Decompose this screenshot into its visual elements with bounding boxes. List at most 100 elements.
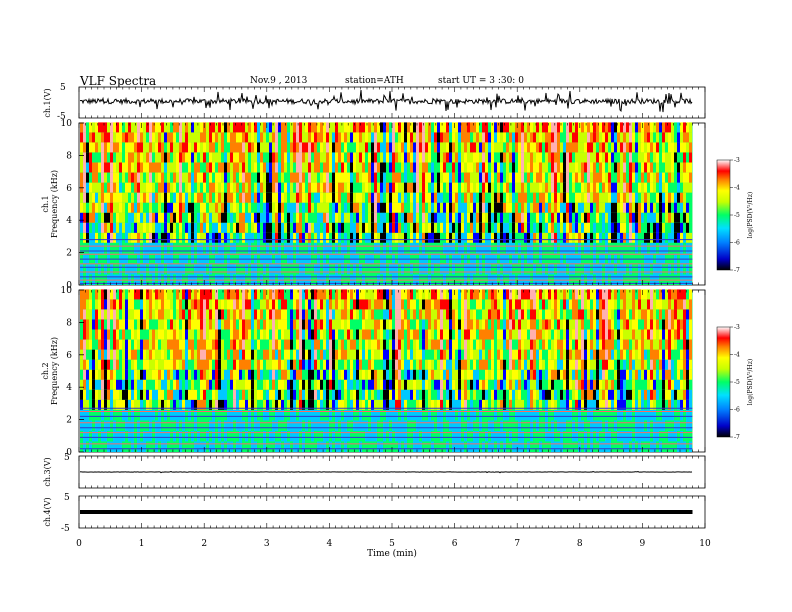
spectrogram-cell	[428, 263, 431, 275]
spectrogram-cell	[296, 192, 299, 203]
spectrogram-cell	[431, 172, 434, 183]
spectrogram-cell	[110, 369, 113, 380]
spectrogram-cell	[374, 420, 377, 431]
spectrogram-cell	[407, 232, 410, 243]
spectrogram-cell	[248, 122, 251, 133]
spectrogram-cell	[326, 122, 329, 133]
spectrogram-cell	[176, 319, 179, 330]
spectrogram-cell	[545, 263, 548, 275]
spectrogram-cell	[311, 339, 314, 350]
spectrogram-cell	[80, 389, 83, 400]
spectrogram-cell	[104, 329, 107, 340]
spectrogram-cell	[458, 122, 461, 133]
spectrogram-cell	[380, 152, 383, 163]
spectrogram-cell	[347, 359, 350, 370]
spectrogram-cell	[233, 441, 236, 452]
spectrogram-cell	[194, 349, 197, 360]
spectrogram-cell	[446, 222, 449, 233]
spectrogram-cell	[449, 232, 452, 243]
spectrogram-cell	[356, 192, 359, 203]
spectrogram-cell	[347, 441, 350, 452]
spectrogram-cell	[125, 202, 128, 213]
spectrogram-cell	[425, 132, 428, 143]
spectrogram-cell	[179, 192, 182, 203]
spectrogram-cell	[401, 122, 404, 133]
spectrogram-cell	[398, 222, 401, 233]
spectrogram-cell	[194, 222, 197, 233]
spectrogram-cell	[515, 172, 518, 183]
spectrogram-cell	[524, 263, 527, 275]
spectrogram-cell	[476, 263, 479, 275]
spectrogram-cell	[494, 212, 497, 223]
spectrogram-cell	[164, 142, 167, 153]
spectrogram-cell	[281, 441, 284, 452]
spectrogram-cell	[125, 299, 128, 310]
spectrogram-cell	[578, 222, 581, 233]
spectrogram-cell	[506, 192, 509, 203]
spectrogram-cell	[335, 182, 338, 193]
spectrogram-cell	[467, 152, 470, 163]
spectrogram-cell	[680, 263, 683, 275]
spectrogram-cell	[98, 263, 101, 275]
spectrogram-cell	[452, 122, 455, 133]
spectrogram-cell	[548, 263, 551, 275]
spectrogram-cell	[509, 202, 512, 213]
spectrogram-cell	[206, 232, 209, 243]
spectrogram-cell	[398, 299, 401, 310]
spectrogram-cell	[614, 182, 617, 193]
spectrogram-cell	[368, 192, 371, 203]
spectrogram-cell	[269, 263, 272, 275]
spectrogram-cell	[101, 359, 104, 370]
spectrogram-cell	[287, 192, 290, 203]
spectrogram-cell	[233, 329, 236, 340]
spectrogram-cell	[194, 182, 197, 193]
spectrogram-cell	[161, 142, 164, 153]
spectrogram-cell	[257, 162, 260, 173]
spectrogram-cell	[437, 222, 440, 233]
spectrogram-cell	[665, 212, 668, 223]
spectrogram-cell	[341, 182, 344, 193]
spectrogram-cell	[185, 299, 188, 310]
spectrogram-cell	[500, 212, 503, 223]
spectrogram-cell	[176, 152, 179, 163]
spectrogram-cell	[89, 142, 92, 153]
spectrogram-cell	[314, 319, 317, 330]
spectrogram-cell	[500, 202, 503, 213]
spectrogram-cell	[359, 192, 362, 203]
spectrogram-cell	[329, 212, 332, 223]
spectrogram-cell	[515, 132, 518, 143]
spectrogram-cell	[269, 132, 272, 143]
spectrogram-cell	[104, 152, 107, 163]
spectrogram-cell	[83, 389, 86, 400]
spectrogram-cell	[149, 212, 152, 223]
spectrogram-cell	[311, 420, 314, 431]
spectrogram-cell	[281, 212, 284, 223]
spectrogram-cell	[461, 242, 464, 254]
spectrogram-cell	[485, 182, 488, 193]
spectrogram-cell	[410, 132, 413, 143]
spectrogram-cell	[281, 202, 284, 213]
spectrogram-cell	[398, 152, 401, 163]
spectrogram-cell	[155, 263, 158, 275]
spectrogram-cell	[575, 152, 578, 163]
spectrogram-cell	[104, 319, 107, 330]
spectrogram-cell	[263, 309, 266, 320]
spectrogram-cell	[527, 132, 530, 143]
spectrogram-cell	[599, 212, 602, 223]
spectrogram-cell	[137, 122, 140, 133]
spectrogram-cell	[284, 369, 287, 380]
spectrogram-cell	[122, 122, 125, 133]
spectrogram-cell	[116, 319, 119, 330]
spectrogram-cell	[254, 222, 257, 233]
spectrogram-cell	[683, 242, 686, 254]
spectrogram-cell	[179, 182, 182, 193]
spectrogram-cell	[164, 319, 167, 330]
spectrogram-cell	[644, 232, 647, 243]
spectrogram-cell	[98, 359, 101, 370]
spectrogram-cell	[284, 409, 287, 421]
spectrogram-cell	[290, 441, 293, 452]
spectrogram-cell	[143, 202, 146, 213]
spectrogram-cell	[404, 182, 407, 193]
spectrogram-cell	[416, 263, 419, 275]
spectrogram-cell	[689, 222, 692, 233]
